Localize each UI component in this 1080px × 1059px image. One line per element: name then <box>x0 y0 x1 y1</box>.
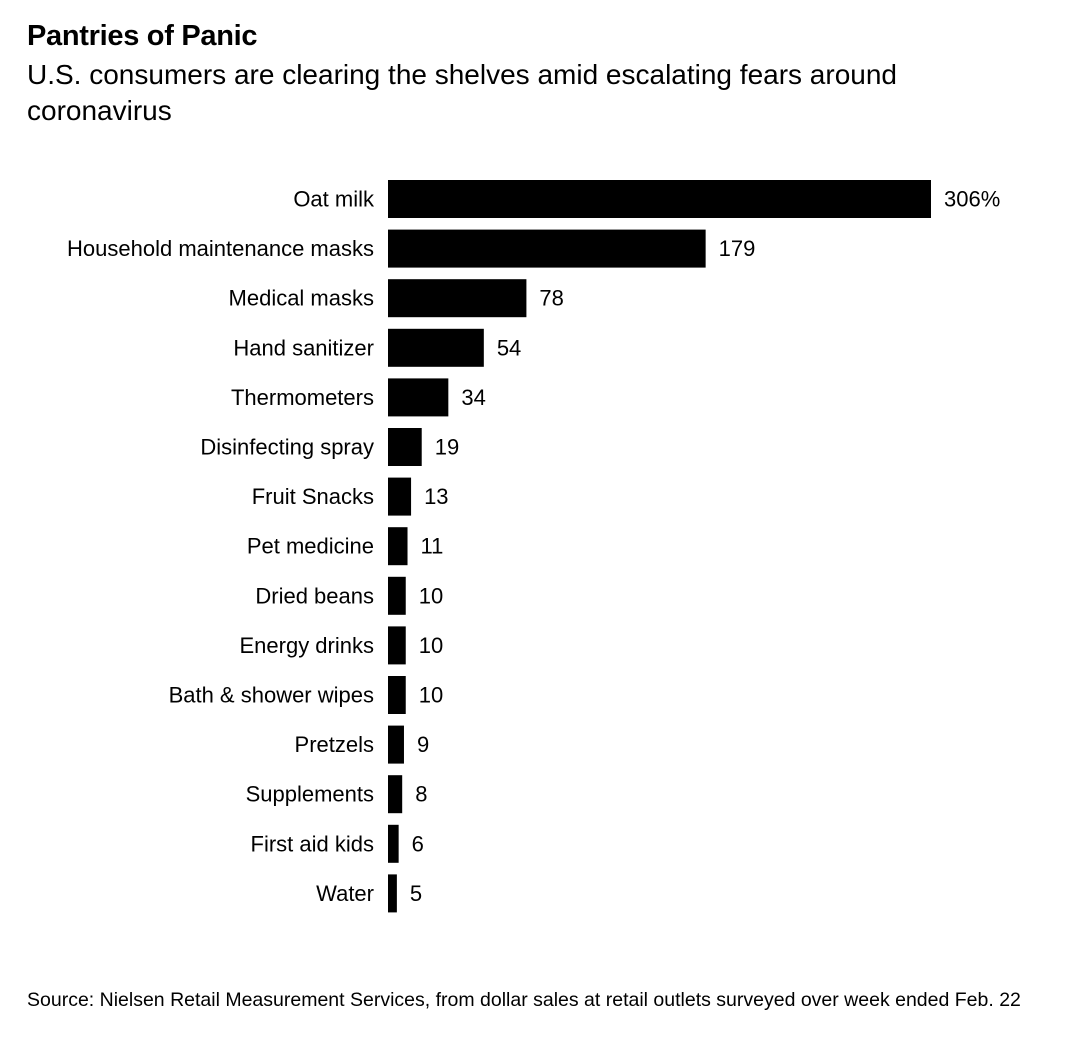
value-label: 54 <box>497 335 521 360</box>
bar <box>388 576 406 615</box>
category-label: Supplements <box>246 782 374 807</box>
value-label: 8 <box>415 782 427 807</box>
value-label: 10 <box>419 583 443 608</box>
value-label: 6 <box>412 831 424 856</box>
chart-subtitle: U.S. consumers are clearing the shelves … <box>27 59 897 126</box>
bar <box>388 527 408 566</box>
bar <box>388 874 397 913</box>
bar <box>388 477 412 516</box>
value-label: 306% <box>944 187 1000 212</box>
category-label: Disinfecting spray <box>200 435 374 460</box>
bar <box>388 229 706 268</box>
category-label: Dried beans <box>255 583 374 608</box>
category-label: Thermometers <box>231 385 374 410</box>
category-label: First aid kids <box>251 831 374 856</box>
bar <box>388 428 422 466</box>
category-label: Fruit Snacks <box>252 484 374 509</box>
category-label: Medical masks <box>229 286 374 311</box>
bar <box>388 725 404 764</box>
bar <box>388 676 406 714</box>
category-label: Household maintenance masks <box>67 236 374 261</box>
value-label: 34 <box>461 385 485 410</box>
bar <box>388 824 399 863</box>
bar <box>388 775 403 814</box>
source-note: Source: Nielsen Retail Measurement Servi… <box>27 989 1021 1011</box>
category-label: Hand sanitizer <box>233 335 374 360</box>
value-label: 13 <box>424 484 448 509</box>
value-label: 19 <box>435 435 459 460</box>
value-label: 179 <box>719 236 756 261</box>
category-label: Bath & shower wipes <box>169 683 374 708</box>
bar <box>388 279 527 318</box>
value-label: 9 <box>417 732 429 757</box>
bar <box>388 626 406 665</box>
category-label: Oat milk <box>293 187 375 212</box>
value-label: 10 <box>419 683 443 708</box>
category-label: Pretzels <box>295 732 374 757</box>
bar <box>388 378 449 417</box>
bar <box>388 180 931 218</box>
bar-chart: Oat milk 306% Household maintenance masks 1… <box>67 180 1000 913</box>
category-label: Energy drinks <box>239 633 374 658</box>
bar <box>388 328 484 367</box>
value-label: 78 <box>539 286 563 311</box>
value-label: 10 <box>419 633 443 658</box>
category-label: Pet medicine <box>247 534 374 559</box>
category-label: Water <box>316 881 374 906</box>
chart-title: Pantries of Panic <box>27 20 258 52</box>
value-label: 5 <box>410 881 422 906</box>
value-label: 11 <box>421 534 444 559</box>
